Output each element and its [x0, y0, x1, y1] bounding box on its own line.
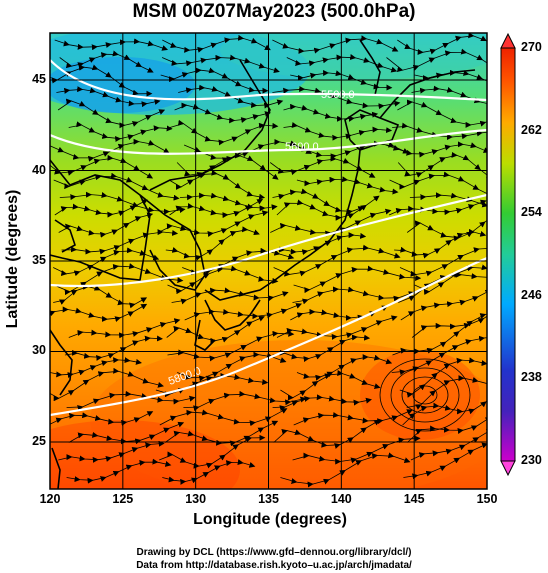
streamline: [272, 35, 399, 54]
x-tick-label: 135: [258, 492, 279, 506]
streamline: [162, 459, 256, 485]
streamline: [389, 171, 487, 201]
credit-drawing: Drawing by DCL (https://www.gfd–dennou.o…: [136, 547, 412, 558]
streamline: [50, 367, 164, 402]
x-axis-label: Longitude (degrees): [193, 511, 347, 528]
streamline: [54, 38, 169, 51]
x-tick-label: 130: [185, 492, 207, 506]
circulation-streamline: [412, 385, 438, 405]
x-tick-label: 145: [403, 492, 425, 506]
streamline: [397, 99, 487, 128]
y-tick-label: 30: [32, 343, 46, 358]
x-tick-label: 140: [330, 492, 352, 506]
y-tick-label: 35: [32, 253, 46, 267]
colorbar-ramp: [500, 47, 516, 462]
wind-streamlines: [50, 33, 487, 488]
streamline: [411, 85, 487, 109]
streamline: [403, 436, 487, 480]
circulation-streamline: [390, 367, 460, 423]
streamline: [161, 54, 280, 74]
streamline: [292, 286, 415, 305]
streamline: [66, 390, 196, 411]
colorbar-tick-label: 230: [521, 453, 542, 467]
streamline: [174, 102, 271, 124]
circulation-streamline: [401, 376, 449, 414]
x-tick-label: 120: [39, 492, 61, 506]
height-contours: [50, 59, 487, 417]
colorbar-min-triangle: [500, 460, 516, 477]
streamline: [66, 458, 172, 484]
y-tick-label: 40: [32, 162, 46, 177]
streamline: [296, 176, 399, 195]
streamline: [280, 452, 411, 488]
contour-label-5500: 5500.0: [321, 89, 355, 101]
colorbar-tick-label: 254: [521, 205, 542, 220]
streamline: [58, 440, 165, 463]
colorbar-tick-label: 238: [521, 370, 542, 385]
streamline: [283, 122, 393, 141]
streamline: [272, 85, 401, 110]
streamline: [293, 409, 413, 426]
plot-frame: [49, 32, 488, 490]
streamline: [392, 122, 487, 141]
streamline: [159, 408, 288, 427]
contour-label-5600: 5600.0: [285, 141, 319, 153]
streamline: [386, 48, 487, 79]
colorbar: [500, 32, 516, 477]
streamline: [50, 303, 148, 323]
streamline: [272, 394, 372, 412]
colorbar-tick-label: 246: [521, 287, 542, 302]
streamline: [162, 34, 271, 53]
map-title: MSM 00Z07May2023 (500.0hPa): [132, 1, 416, 22]
colorbar-max-triangle: [500, 32, 516, 49]
streamline: [50, 411, 154, 426]
streamline: [385, 141, 487, 158]
y-axis-label: Latitude (degrees): [4, 189, 21, 329]
x-tick-label: 125: [112, 492, 134, 506]
streamline: [68, 318, 181, 339]
y-tick-label: 45: [32, 72, 46, 87]
colorbar-tick-label: 262: [521, 122, 542, 137]
streamline: [414, 69, 487, 92]
streamline: [292, 140, 409, 160]
colorbar-tick-label: 270: [521, 40, 542, 54]
streamline: [64, 335, 163, 361]
x-tick-label: 150: [476, 492, 498, 506]
streamline: [283, 103, 379, 122]
y-tick-label: 25: [32, 433, 46, 448]
streamline: [50, 154, 154, 179]
streamline: [269, 155, 376, 178]
streamline: [184, 303, 303, 321]
streamline: [50, 138, 170, 162]
circulation-streamline: [379, 358, 471, 432]
credit-data: Data from http://database.rish.kyoto–u.a…: [136, 560, 412, 571]
streamline: [273, 244, 401, 277]
